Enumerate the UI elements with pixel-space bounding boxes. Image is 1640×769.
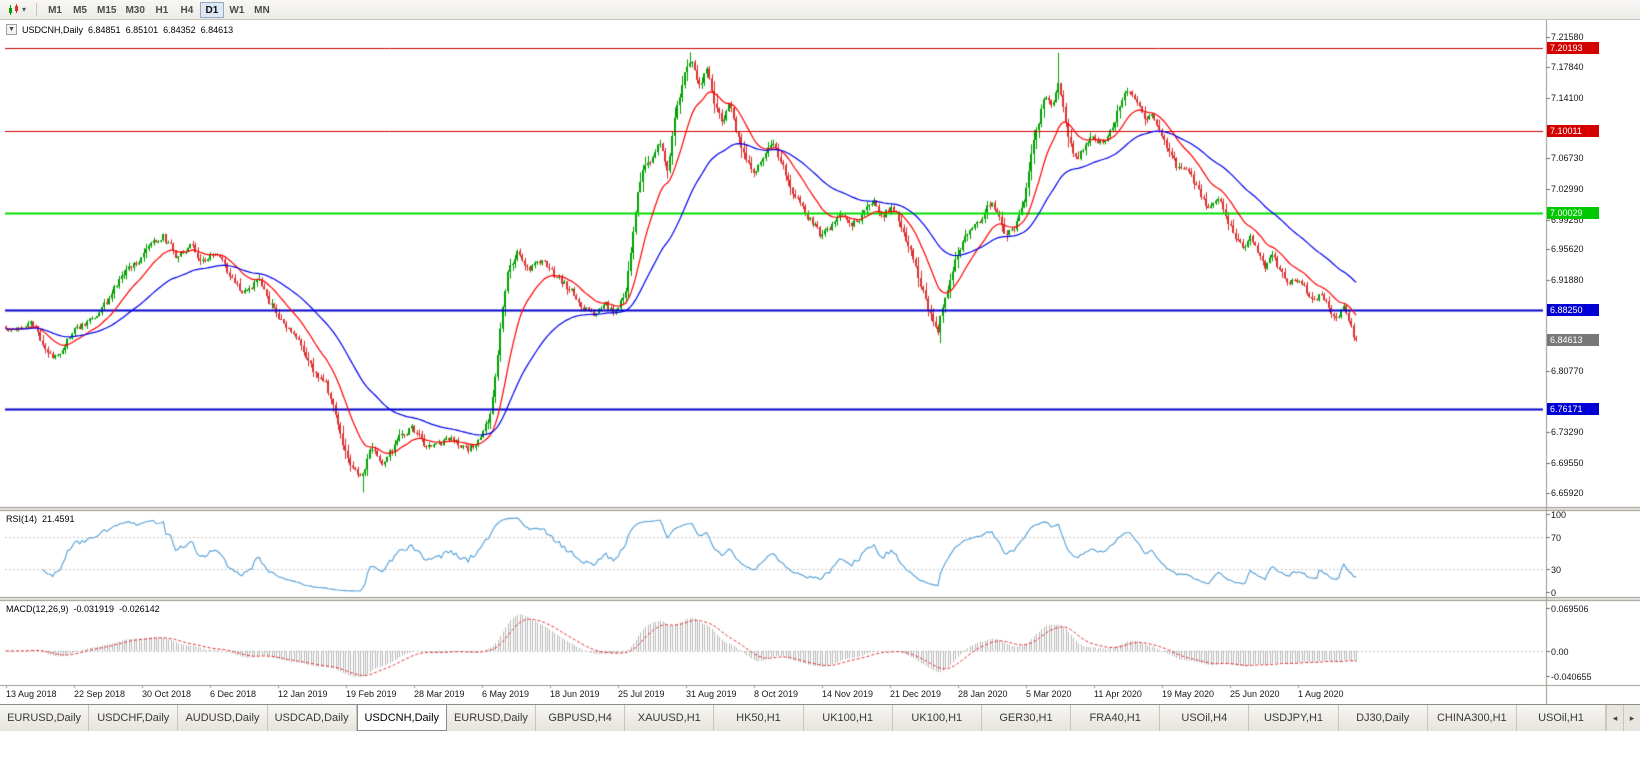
chart-tab-fra40-h1[interactable]: FRA40,H1 [1071, 705, 1161, 731]
chart-tab-usoil-h4[interactable]: USOil,H4 [1160, 705, 1250, 731]
rsi-value: 21.4591 [42, 514, 75, 524]
chevron-down-icon: ▾ [22, 4, 27, 14]
chart-type-dropdown-button[interactable]: ▾ [4, 3, 30, 17]
chart-tab-hk50-h1[interactable]: HK50,H1 [714, 705, 804, 731]
ohlc-open: 6.84851 [88, 24, 121, 35]
price-chart-canvas[interactable] [0, 20, 1640, 704]
chart-area: ▼ USDCNH,Daily 6.84851 6.85101 6.84352 6… [0, 20, 1640, 704]
toolbar-separator [36, 3, 38, 16]
chart-tabs: EURUSD,Daily USDCHF,Daily AUDUSD,Daily USDC… [0, 705, 1606, 731]
timeframe-toolbar: ▾ M1 M5 M15 M30 H1 H4 D1 W1 MN [0, 0, 1640, 20]
chart-tab-usdcnh-daily[interactable]: USDCNH,Daily [356, 705, 447, 731]
timeframe-button-H4[interactable]: H4 [180, 4, 194, 16]
timeframe-button-M30[interactable]: M30 [125, 4, 145, 16]
chart-tab-xauusd-h1[interactable]: XAUUSD,H1 [625, 705, 715, 731]
ohlc-low: 6.84352 [163, 24, 196, 35]
timeframe-button-W1[interactable]: W1 [229, 4, 245, 16]
chart-tab-uk100-h1[interactable]: UK100,H1 [892, 705, 982, 731]
ohlc-close: 6.84613 [200, 24, 234, 35]
chart-tab-audusd-daily[interactable]: AUDUSD,Daily [178, 705, 268, 731]
tab-scroll-left-button[interactable]: ◂ [1606, 705, 1623, 731]
rsi-name: RSI(14) [6, 514, 38, 524]
chart-tab-uk100-h1[interactable]: UK100,H1 [803, 705, 893, 731]
chart-tab-usdcad-daily[interactable]: USDCAD,Daily [267, 705, 357, 731]
chart-tab-usdchf-daily[interactable]: USDCHF,Daily [89, 705, 179, 731]
timeframe-button-D1[interactable]: D1 [199, 1, 224, 18]
timeframe-buttons: M1 M5 M15 M30 H1 H4 D1 W1 MN [43, 1, 274, 18]
one-click-trading-toggle[interactable]: ▼ [6, 24, 17, 35]
chart-tab-china300-h1[interactable]: CHINA300,H1 [1427, 705, 1517, 731]
timeframe-button-M1[interactable]: M1 [48, 4, 62, 16]
timeframe-button-MN[interactable]: MN [254, 4, 270, 16]
candlestick-chart-icon [9, 3, 18, 15]
chart-tab-gbpusd-h4[interactable]: GBPUSD,H4 [536, 705, 626, 731]
chart-tab-usoil-h1[interactable]: USOil,H1 [1516, 705, 1606, 731]
chart-tab-eurusd-daily[interactable]: EURUSD,Daily [446, 705, 537, 731]
timeframe-button-M15[interactable]: M15 [97, 4, 117, 16]
macd-indicator-label: MACD(12,26,9) -0.031919 -0.026142 [6, 604, 160, 614]
macd-signal-value: -0.026142 [119, 604, 160, 614]
chart-tab-usdjpy-h1[interactable]: USDJPY,H1 [1249, 705, 1339, 731]
rsi-indicator-label: RSI(14) 21.4591 [6, 514, 75, 524]
macd-value: -0.031919 [73, 604, 115, 614]
chart-tab-ger30-h1[interactable]: GER30,H1 [981, 705, 1072, 731]
chart-tabs-bar: EURUSD,Daily USDCHF,Daily AUDUSD,Daily USDC… [0, 704, 1640, 731]
timeframe-button-M5[interactable]: M5 [73, 4, 87, 16]
chart-header: ▼ USDCNH,Daily 6.84851 6.85101 6.84352 6… [6, 24, 233, 35]
chart-tab-eurusd-daily[interactable]: EURUSD,Daily [0, 705, 90, 731]
chart-tab-dj30-daily[interactable]: DJ30,Daily [1338, 705, 1428, 731]
ohlc-high: 6.85101 [125, 24, 159, 35]
tab-scroll-right-button[interactable]: ▸ [1623, 705, 1640, 731]
macd-name: MACD(12,26,9) [6, 604, 69, 614]
timeframe-button-H1[interactable]: H1 [155, 4, 169, 16]
symbol-label: USDCNH,Daily [22, 24, 84, 35]
